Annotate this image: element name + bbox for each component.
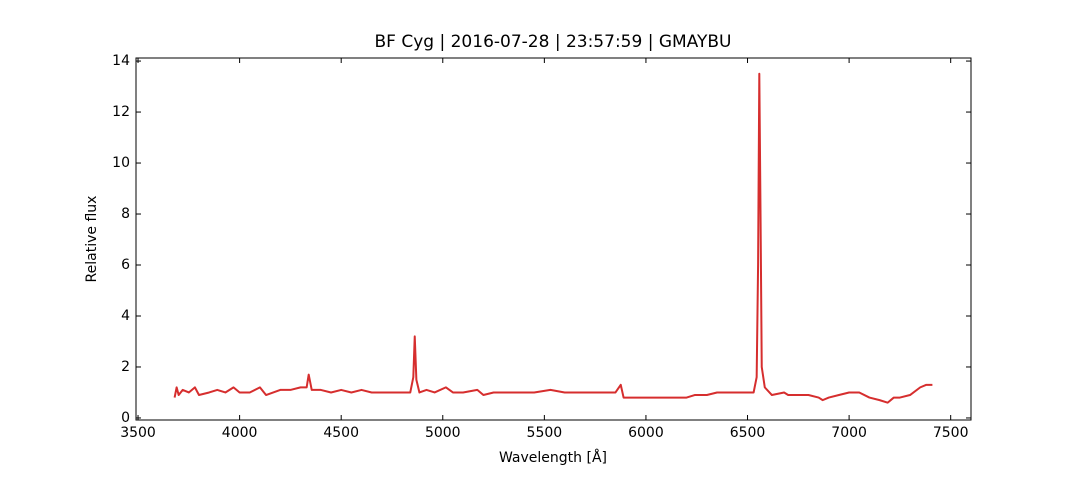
plot-frame — [135, 57, 972, 421]
y-tick-label: 8 — [121, 206, 130, 222]
x-tick-label: 4500 — [323, 425, 359, 441]
y-tick-label: 10 — [112, 155, 130, 171]
x-tick-label: 7000 — [831, 425, 867, 441]
y-tick-label: 6 — [121, 257, 130, 273]
x-axis-label: Wavelength [Å] — [499, 449, 607, 466]
y-tick-label: 2 — [121, 359, 130, 375]
y-tick-label: 12 — [112, 104, 130, 120]
y-tick-label: 14 — [112, 53, 130, 69]
x-tick-label: 6000 — [628, 425, 664, 441]
x-tick-label: 6500 — [730, 425, 766, 441]
y-tick-label: 0 — [121, 410, 130, 426]
x-tick-label: 4000 — [222, 425, 258, 441]
spectrum-line — [173, 72, 933, 404]
x-tick-label: 3500 — [120, 425, 156, 441]
x-tick-label: 5500 — [527, 425, 563, 441]
x-tick-label: 5000 — [425, 425, 461, 441]
chart-title: BF Cyg | 2016-07-28 | 23:57:59 | GMAYBU — [375, 32, 732, 52]
x-tick-label: 7500 — [933, 425, 969, 441]
y-axis-label: Relative flux — [84, 196, 100, 283]
y-tick-label: 4 — [121, 308, 130, 324]
